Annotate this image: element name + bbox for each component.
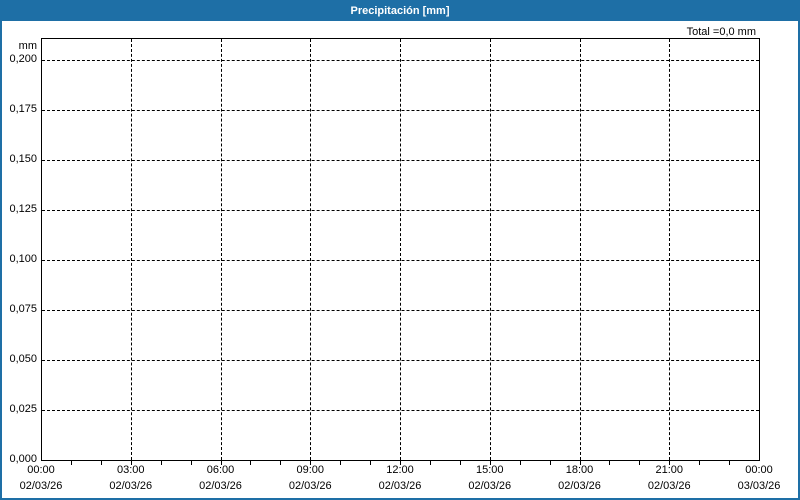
x-tick-time-label: 21:00 (655, 464, 684, 476)
vertical-gridline (130, 39, 132, 460)
axis-minor-tick (580, 461, 581, 465)
vertical-gridline (310, 39, 312, 460)
axis-minor-tick (430, 461, 431, 465)
x-tick-time-label: 00:00 (27, 464, 55, 476)
y-tick-label: 0,075 (9, 303, 37, 315)
x-tick-date-label: 02/03/26 (109, 480, 153, 492)
axis-minor-tick (250, 461, 251, 465)
y-tick-label: 0,000 (9, 453, 37, 465)
axis-minor-tick (669, 461, 670, 465)
chart-title-bar: Precipitación [mm] (0, 0, 800, 21)
x-tick-time-label: 18:00 (565, 464, 594, 476)
axis-minor-tick (729, 461, 730, 465)
x-tick-date-label: 03/03/26 (737, 480, 781, 492)
panel-border-right (798, 21, 800, 500)
axis-minor-tick (310, 461, 311, 465)
y-tick-label: 0,150 (9, 153, 37, 165)
x-tick-date-label: 02/03/26 (647, 480, 691, 492)
x-tick-time-label: 15:00 (475, 464, 504, 476)
axis-minor-tick (101, 461, 102, 465)
x-tick-time-label: 06:00 (206, 464, 235, 476)
x-tick-date-label: 02/03/26 (468, 480, 512, 492)
x-tick-time-label: 00:00 (745, 464, 773, 476)
axis-minor-tick (131, 461, 132, 465)
axis-minor-tick (460, 461, 461, 465)
axis-minor-tick (340, 461, 341, 465)
y-tick-label: 0,025 (9, 403, 37, 415)
vertical-gridline (220, 39, 222, 460)
x-tick-date-label: 02/03/26 (19, 480, 63, 492)
axis-minor-tick (520, 461, 521, 465)
x-tick-date-label: 02/03/26 (558, 480, 601, 492)
x-tick-date-label: 02/03/26 (288, 480, 332, 492)
panel-border-bottom (0, 498, 800, 500)
total-annotation: Total =0,0 mm (686, 26, 756, 38)
y-tick-label: 0,050 (9, 353, 37, 365)
axis-minor-tick (699, 461, 700, 465)
chart-title: Precipitación [mm] (350, 4, 450, 17)
axis-minor-tick (400, 461, 401, 465)
vertical-gridline (669, 39, 671, 460)
y-tick-label: 0,100 (9, 253, 37, 265)
plot-area (41, 38, 760, 461)
y-axis-unit-label: mm (18, 40, 37, 52)
y-tick-label: 0,175 (9, 103, 37, 115)
x-tick-date-label: 02/03/26 (199, 480, 242, 492)
vertical-gridline (400, 39, 401, 460)
axis-minor-tick (71, 461, 72, 465)
axis-minor-tick (490, 461, 491, 465)
axis-minor-tick (550, 461, 551, 465)
axis-minor-tick (191, 461, 192, 465)
axis-minor-tick (280, 461, 281, 465)
y-tick-label: 0,200 (9, 53, 37, 65)
panel-border-left (0, 21, 2, 500)
x-tick-date-label: 02/03/26 (378, 480, 422, 492)
axis-minor-tick (161, 461, 162, 465)
axis-minor-tick (609, 461, 610, 465)
vertical-gridline (579, 39, 581, 460)
axis-minor-tick (639, 461, 640, 465)
x-tick-time-label: 03:00 (116, 464, 145, 476)
x-tick-time-label: 12:00 (386, 464, 414, 476)
axis-minor-tick (221, 461, 222, 465)
y-tick-label: 0,125 (9, 203, 37, 215)
axis-minor-tick (370, 461, 371, 465)
vertical-gridline (489, 39, 491, 460)
x-tick-time-label: 09:00 (296, 464, 325, 476)
